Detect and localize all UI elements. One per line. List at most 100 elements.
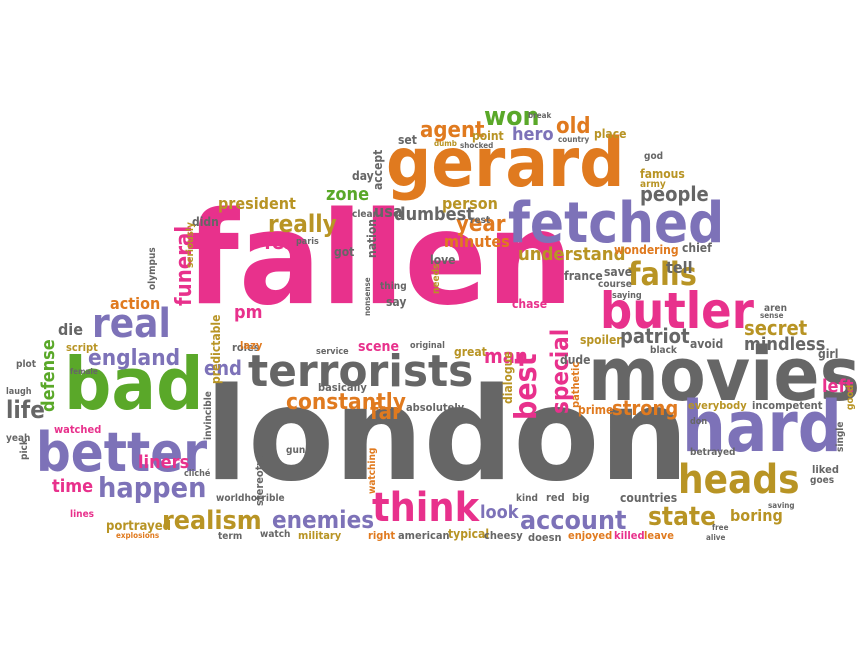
word-don: don — [690, 417, 708, 427]
word-england: england — [88, 346, 181, 371]
word-realism: realism — [162, 506, 262, 536]
word-military: military — [298, 529, 342, 542]
word-accept: accept — [371, 149, 385, 190]
word-good: good — [845, 384, 856, 410]
word-liked: liked — [812, 463, 839, 476]
word-great: great — [454, 345, 487, 359]
word-enemies: enemies — [272, 506, 375, 534]
word-account: account — [520, 506, 627, 536]
word-prime: prime — [578, 403, 614, 417]
word-understand: understand — [518, 244, 626, 265]
word-patriot: patriot — [620, 324, 690, 348]
word-end: end — [204, 356, 242, 380]
word-left: left — [822, 376, 854, 397]
word-strong: strong — [612, 396, 679, 420]
word-lazy: lazy — [240, 339, 263, 352]
word-portrayed: portrayed — [106, 519, 172, 534]
word-love: love — [430, 253, 456, 267]
word-tell: tell — [666, 258, 693, 277]
word-pm: pm — [234, 302, 263, 323]
word-better: better — [36, 421, 208, 484]
word-person: person — [442, 194, 498, 213]
word-american: american — [398, 529, 450, 542]
word-point: point — [472, 129, 504, 143]
word-worldhorrible: worldhorrible — [216, 493, 285, 504]
word-lines: lines — [70, 509, 95, 520]
word-man: man — [484, 344, 528, 368]
word-leave: leave — [644, 529, 674, 542]
word-paris: paris — [296, 237, 319, 247]
word-service: service — [316, 347, 349, 357]
word-watched: watched — [54, 423, 102, 436]
word-roles: roles — [232, 341, 260, 354]
word-sense: sense — [760, 311, 784, 320]
word-cheesy: cheesy — [484, 529, 523, 542]
word-dumbest: dumbest — [394, 204, 474, 225]
word-absolutely: absolutely — [406, 401, 465, 414]
word-agent: agent — [420, 118, 485, 143]
word-army: army — [640, 179, 666, 190]
word-kind: kind — [516, 493, 538, 504]
word-really: really — [268, 210, 337, 238]
word-mindless: mindless — [744, 334, 826, 355]
word-enjoyed: enjoyed — [568, 529, 613, 542]
word-free: free — [712, 523, 729, 532]
word-basically: basically — [318, 381, 367, 394]
word-fetched: fetched — [508, 191, 725, 256]
word-terrorists: terrorists — [248, 346, 474, 397]
word-bad: bad — [64, 342, 204, 426]
word-die: die — [58, 320, 84, 339]
word-saying: saying — [612, 291, 642, 301]
word-save: save — [604, 265, 633, 279]
word-far: far — [370, 400, 402, 425]
word-betrayed: betrayed — [690, 447, 736, 458]
word-got: got — [334, 245, 355, 259]
word-yeah: yeah — [6, 433, 31, 444]
word-watching: watching — [367, 447, 378, 494]
word-say: say — [386, 295, 407, 309]
word-chase: chase — [512, 297, 548, 311]
word-minutes: minutes — [444, 232, 510, 251]
word-look: look — [480, 502, 519, 523]
word-nation: nation — [365, 219, 379, 258]
word-girl: girl — [818, 347, 839, 361]
word-saving: saving — [768, 501, 795, 510]
word-thing: thing — [380, 281, 407, 292]
word-usa: usa — [374, 202, 403, 221]
word-happen: happen — [98, 471, 207, 504]
word-gerard: gerard — [386, 124, 625, 203]
word-seriously: seriously — [185, 222, 196, 268]
word-movies: movies — [588, 332, 861, 418]
word-big: big — [572, 491, 590, 504]
word-right: right — [368, 529, 396, 542]
word-script: script — [66, 341, 98, 354]
word-fallen: fallen — [186, 185, 574, 334]
word-avoid: avoid — [690, 337, 724, 351]
word-president: president — [218, 194, 296, 213]
word-course: course — [598, 279, 632, 290]
word-place: place — [594, 127, 627, 141]
word-everybody: everybody — [688, 399, 747, 412]
word-hard: hard — [682, 386, 842, 468]
word-constantly: constantly — [286, 390, 406, 415]
word-boring: boring — [730, 506, 783, 525]
word-doesn: doesn — [528, 531, 562, 544]
word-london: london — [205, 361, 689, 510]
word-predictable: predictable — [209, 314, 223, 384]
word-typical: typical — [448, 527, 490, 541]
word-scene: scene — [358, 339, 400, 355]
word-alive: alive — [706, 533, 726, 542]
word-aren: aren — [764, 303, 788, 314]
word-think: think — [372, 485, 480, 531]
word-term: term — [218, 531, 243, 542]
word-pathetic: pathetic — [569, 361, 582, 408]
word-didn: didn — [192, 215, 219, 229]
word-country: country — [558, 135, 590, 144]
word-single: single — [835, 421, 846, 452]
word-zone: zone — [326, 184, 370, 205]
word-countries: countries — [620, 491, 678, 505]
word-rest: rest — [470, 215, 491, 226]
word-shocked: shocked — [460, 141, 494, 150]
word-pick: pick — [19, 439, 30, 460]
